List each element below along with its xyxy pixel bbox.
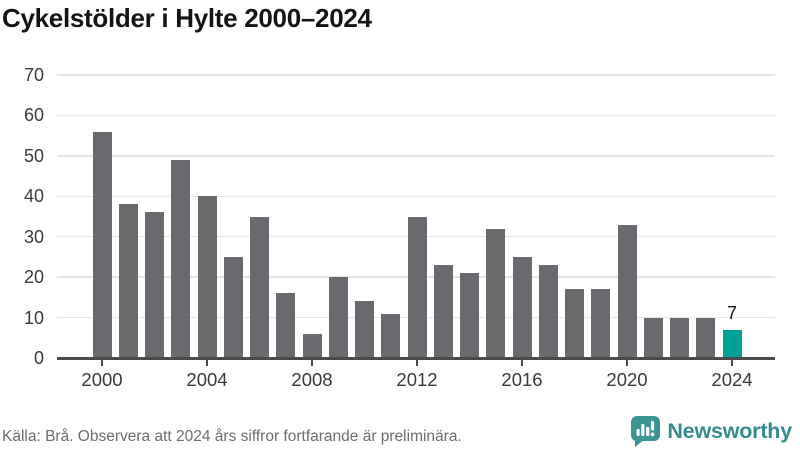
bar-2023 <box>696 317 716 358</box>
bar-2004 <box>197 196 217 358</box>
x-axis-line <box>57 356 775 360</box>
y-tick-label-70: 70 <box>23 65 44 85</box>
bar-2002 <box>145 212 164 358</box>
gridline-60 <box>57 114 775 117</box>
y-tick-label-30: 30 <box>23 226 44 247</box>
x-tick-label-2004: 2004 <box>186 369 228 390</box>
bar-2003 <box>171 159 191 358</box>
bar-2020 <box>617 224 637 358</box>
bar-2018 <box>565 289 584 358</box>
bar-2005 <box>223 256 243 358</box>
x-tick-2020 <box>626 360 628 366</box>
y-tick-label-50: 50 <box>23 145 44 166</box>
x-tick-2012 <box>416 360 418 366</box>
bar-2010 <box>355 301 374 358</box>
brand-name: Newsworthy <box>667 419 792 443</box>
bar-2019 <box>591 289 611 358</box>
bar-2013 <box>433 265 453 358</box>
bar-2014 <box>460 273 479 358</box>
bar-2022 <box>670 317 689 358</box>
bar-2017 <box>538 265 558 358</box>
x-tick-2024 <box>731 360 733 366</box>
newsworthy-speech-bubble-chart-icon <box>631 416 661 447</box>
bar-2009 <box>328 277 348 358</box>
x-tick-2004 <box>206 360 208 366</box>
bar-2016 <box>512 256 532 358</box>
source-note: Källa: Brå. Observera att 2024 års siffr… <box>2 428 462 445</box>
bar-2015 <box>486 228 506 358</box>
bar-2006 <box>250 216 269 358</box>
newsworthy-logo: Newsworthy <box>631 416 792 447</box>
bar-2008 <box>302 333 322 358</box>
y-tick-label-20: 20 <box>23 267 44 288</box>
x-tick-label-2000: 2000 <box>81 369 123 390</box>
gridline-50 <box>57 155 775 157</box>
x-tick-label-2008: 2008 <box>291 369 333 390</box>
gridline-40 <box>57 195 775 198</box>
value-label-2024: 7 <box>726 302 737 323</box>
bar-2000 <box>92 131 112 358</box>
x-tick-label-2024: 2024 <box>711 369 753 390</box>
bar-2007 <box>276 293 296 358</box>
y-tick-label-10: 10 <box>23 307 44 328</box>
x-tick-2000 <box>101 360 103 366</box>
bar-chart: 0 10 20 30 40 50 60 70 2000 2004 2008 2012 2016 2020 2… <box>24 66 775 390</box>
y-tick-label-0: 0 <box>33 348 44 368</box>
bar-2021 <box>643 317 663 358</box>
gridline-70 <box>57 74 775 76</box>
bar-2012 <box>407 216 427 358</box>
x-tick-label-2012: 2012 <box>396 369 438 390</box>
x-tick-label-2020: 2020 <box>606 369 648 390</box>
x-tick-2008 <box>311 360 313 366</box>
bar-2011 <box>381 313 401 358</box>
y-tick-label-60: 60 <box>23 105 44 126</box>
chart-title: Cykelstölder i Hylte 2000–2024 <box>2 3 372 33</box>
bar-2024 <box>722 329 742 358</box>
x-tick-2016 <box>521 360 523 366</box>
x-tick-label-2016: 2016 <box>501 369 543 390</box>
y-tick-label-40: 40 <box>23 186 44 207</box>
bar-2001 <box>118 204 138 358</box>
